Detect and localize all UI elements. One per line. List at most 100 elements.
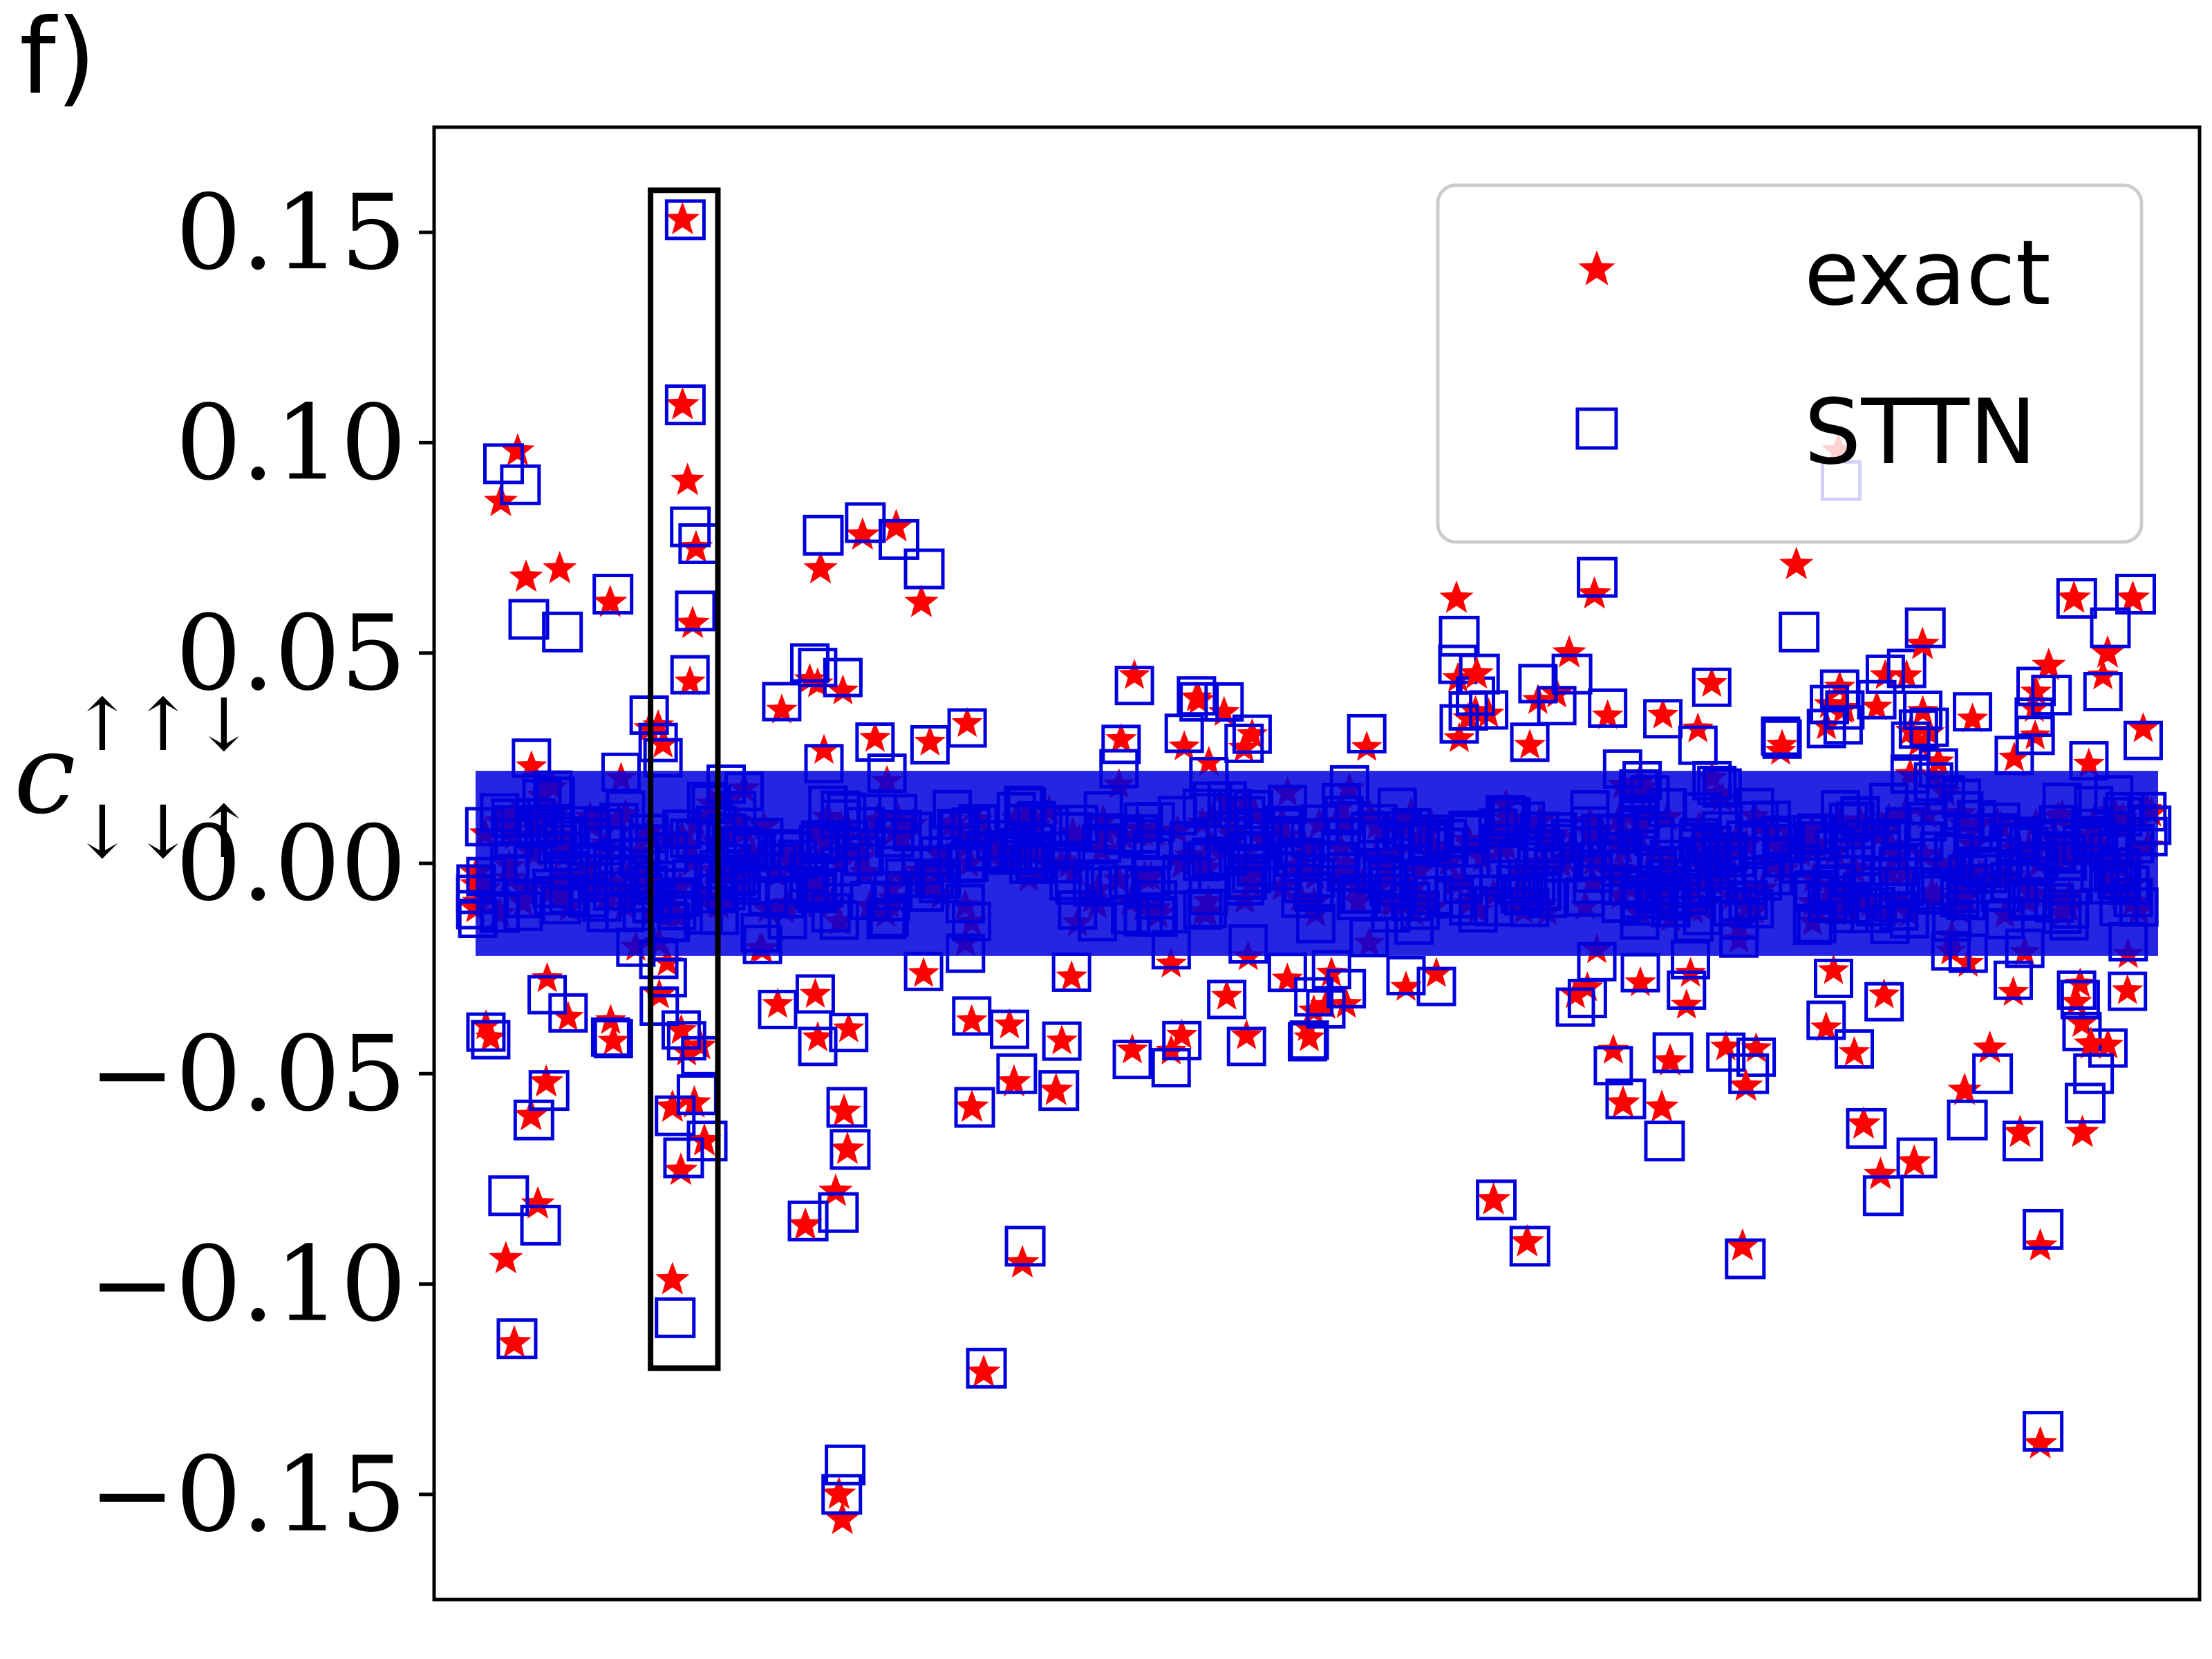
sttn-point bbox=[1678, 725, 1718, 765]
sttn-point bbox=[2023, 1411, 2064, 1452]
exact-point bbox=[1351, 731, 1382, 761]
sttn-point bbox=[1898, 709, 1938, 749]
sttn-point bbox=[762, 682, 802, 722]
exact-point bbox=[1578, 250, 1615, 285]
exact-point bbox=[1168, 730, 1200, 760]
sttn-point bbox=[1953, 692, 1993, 732]
sttn-point bbox=[471, 1020, 511, 1060]
exact-point bbox=[647, 727, 679, 758]
exact-point bbox=[762, 988, 794, 1018]
exact-point bbox=[1510, 1224, 1544, 1257]
exact-point bbox=[2111, 974, 2144, 1004]
sttn-point bbox=[500, 464, 541, 505]
exact-point bbox=[1577, 576, 1612, 609]
sttn-point bbox=[789, 643, 830, 683]
exact-point bbox=[1039, 1072, 1074, 1105]
exact-point bbox=[803, 551, 838, 583]
exact-point bbox=[1905, 626, 1940, 659]
exact-point bbox=[1740, 1032, 1772, 1062]
sttn-point bbox=[1347, 713, 1387, 753]
exact-point bbox=[1810, 1011, 1842, 1042]
sttn-point bbox=[1386, 955, 1426, 995]
exact-point bbox=[593, 584, 628, 617]
sttn-point bbox=[1327, 968, 1367, 1009]
sttn-point bbox=[1593, 1046, 1633, 1086]
sttn-point bbox=[1835, 1029, 1875, 1069]
exact-point bbox=[2073, 1026, 2108, 1059]
sttn-point bbox=[1846, 1107, 1887, 1149]
exact-point bbox=[2061, 985, 2092, 1016]
exact-point bbox=[665, 386, 700, 420]
exact-point bbox=[827, 674, 859, 704]
sttn-point bbox=[664, 384, 706, 426]
sttn-point bbox=[2060, 980, 2100, 1020]
sttn-point bbox=[1896, 1137, 1938, 1179]
exact-point bbox=[1891, 659, 1923, 689]
dense-band bbox=[476, 771, 2158, 956]
exact-point bbox=[489, 1241, 523, 1274]
exact-point bbox=[1118, 659, 1150, 689]
sttn-point bbox=[670, 655, 710, 695]
sttn-point bbox=[1459, 653, 1500, 695]
sttn-point bbox=[1164, 713, 1204, 753]
sttn-point bbox=[1736, 1037, 1777, 1077]
sttn-point bbox=[1207, 980, 1247, 1020]
sttn-point bbox=[954, 1087, 995, 1128]
exact-point bbox=[1208, 695, 1240, 727]
sttn-point bbox=[528, 1070, 570, 1112]
exact-point bbox=[914, 725, 946, 756]
exact-point bbox=[1591, 699, 1624, 729]
exact-point bbox=[475, 1021, 507, 1051]
exact-point bbox=[674, 665, 706, 695]
exact-point bbox=[1155, 947, 1188, 977]
sttn-point bbox=[686, 1121, 728, 1162]
exact-point bbox=[1813, 688, 1846, 718]
sttn-point bbox=[1179, 682, 1219, 722]
legend-sttn-marker bbox=[1575, 407, 1618, 450]
y-tick-label: 0.10 bbox=[176, 383, 406, 503]
sttn-point bbox=[1993, 960, 2033, 1000]
sttn-point bbox=[1644, 1121, 1685, 1162]
sttn-point bbox=[952, 996, 992, 1036]
sttn-point bbox=[2031, 675, 2072, 716]
exact-point bbox=[1670, 988, 1703, 1019]
sttn-point bbox=[1510, 722, 1550, 762]
sttn-point bbox=[903, 548, 945, 590]
exact-point bbox=[1765, 734, 1797, 765]
exact-point bbox=[1005, 1245, 1040, 1278]
exact-point bbox=[1230, 1019, 1263, 1049]
sttn-point bbox=[803, 514, 844, 556]
exact-point bbox=[1193, 746, 1225, 776]
exact-point bbox=[529, 1064, 563, 1097]
exact-point bbox=[1647, 698, 1679, 729]
sttn-point bbox=[483, 443, 525, 485]
exact-point bbox=[951, 706, 983, 738]
sttn-point bbox=[1725, 1238, 1766, 1280]
sttn-point bbox=[1652, 1032, 1694, 1074]
sttn-point bbox=[664, 199, 706, 241]
exact-point bbox=[845, 517, 880, 550]
sttn-point bbox=[520, 1204, 561, 1246]
sttn-point bbox=[2090, 607, 2131, 648]
exact-point bbox=[1443, 722, 1475, 752]
sttn-point bbox=[830, 1129, 871, 1170]
sttn-point bbox=[1947, 1099, 1988, 1141]
sttn-point bbox=[466, 1012, 506, 1052]
sttn-point bbox=[823, 657, 863, 697]
sttn-point bbox=[1509, 1226, 1550, 1267]
sttn-point bbox=[845, 502, 886, 543]
exact-point bbox=[808, 733, 840, 764]
exact-point bbox=[655, 1262, 690, 1295]
sttn-point bbox=[663, 1137, 704, 1179]
exact-point bbox=[2127, 712, 2159, 742]
exact-point bbox=[1922, 745, 1955, 776]
sttn-point bbox=[1038, 1070, 1080, 1112]
sttn-point bbox=[593, 1019, 633, 1059]
sttn-point bbox=[527, 975, 568, 1015]
exact-point bbox=[1846, 1106, 1881, 1139]
sttn-point bbox=[821, 1474, 863, 1515]
exact-point bbox=[827, 1094, 861, 1127]
exact-point bbox=[794, 663, 826, 693]
exact-point bbox=[655, 1089, 690, 1122]
exact-point bbox=[859, 722, 891, 752]
